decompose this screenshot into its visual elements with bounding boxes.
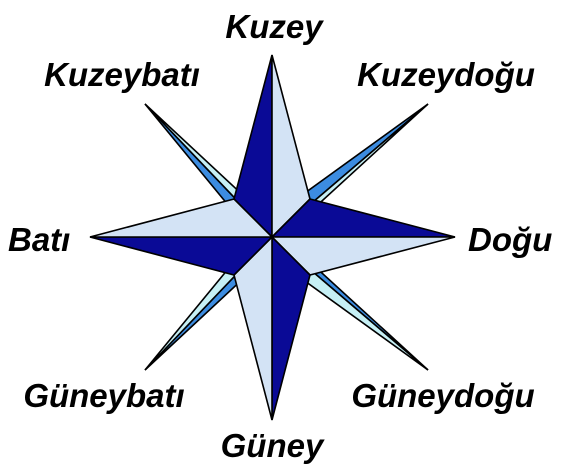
label-north: Kuzey xyxy=(225,8,324,45)
label-south: Güney xyxy=(221,427,325,464)
label-southwest: Güneybatı xyxy=(23,377,184,414)
label-northwest: Kuzeybatı xyxy=(44,56,200,93)
label-northeast: Kuzeydoğu xyxy=(357,56,535,93)
west-point-top-half xyxy=(89,198,274,238)
cardinal-points xyxy=(89,54,456,421)
label-west: Batı xyxy=(8,221,70,258)
direction-labels: Kuzey Kuzeydoğu Doğu Güneydoğu Güney Gün… xyxy=(8,8,552,464)
label-east: Doğu xyxy=(468,221,552,258)
label-southeast: Güneydoğu xyxy=(351,377,534,414)
